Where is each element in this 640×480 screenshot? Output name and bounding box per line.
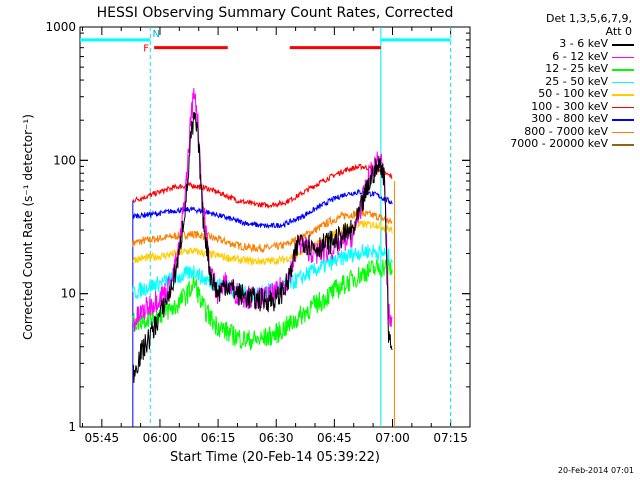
legend-item-label: 800 - 7000 keV [524, 124, 608, 138]
chart-title: HESSI Observing Summary Count Rates, Cor… [97, 5, 454, 21]
y-axis-label: Corrected Count Rate (s⁻¹ detector⁻¹) [21, 114, 35, 340]
flare-flag-label: F [143, 44, 149, 55]
x-tick-label: 06:15 [201, 431, 236, 445]
footer-timestamp: 20-Feb-2014 07:01 [557, 466, 634, 475]
legend-swatch [612, 131, 634, 133]
legend-item: 25 - 50 keV [478, 74, 638, 89]
legend-swatch [612, 106, 634, 108]
legend-item: 12 - 25 keV [478, 62, 638, 76]
x-tick-label: 06:30 [259, 431, 294, 445]
series-line-12-25-kev [132, 259, 393, 351]
x-axis-label: Start Time (20-Feb-14 05:39:22) [170, 450, 380, 465]
night-flag-label: N [153, 29, 160, 40]
y-tick-label: 1 [68, 420, 76, 434]
legend-swatch [612, 56, 634, 58]
legend: Det 1,3,5,6,7,9, Att 0 3 - 6 keV 6 - 12 k… [478, 12, 638, 151]
x-tick-label: 07:00 [375, 431, 410, 445]
x-tick-label: 06:00 [143, 431, 178, 445]
legend-item: 100 - 300 keV [478, 99, 638, 114]
x-tick-label: 05:45 [85, 431, 120, 445]
legend-item: 3 - 6 keV [478, 37, 638, 51]
legend-header-line-2: Att 0 [605, 25, 632, 38]
legend-item: 6 - 12 keV [478, 49, 638, 64]
y-tick-label: 100 [53, 153, 76, 167]
series-line-100-300-kev [132, 163, 393, 209]
legend-swatch [612, 119, 634, 121]
legend-item: 800 - 7000 keV [478, 124, 638, 139]
legend-item-label: 7000 - 20000 keV [510, 137, 608, 150]
legend-item-label: 6 - 12 keV [552, 49, 608, 63]
legend-swatch [612, 69, 634, 71]
legend-header-line-1: Det 1,3,5,6,7,9, [545, 12, 632, 25]
x-tick-label: 06:45 [317, 431, 352, 445]
x-tick-label: 07:15 [433, 431, 468, 445]
y-tick-label: 10 [61, 287, 76, 301]
legend-item-label: 25 - 50 keV [545, 74, 608, 88]
legend-item-label: 300 - 800 keV [531, 112, 608, 125]
legend-swatch [612, 44, 634, 46]
plot-frame [79, 26, 471, 428]
legend-swatch [612, 81, 634, 83]
legend-item-label: 3 - 6 keV [559, 37, 608, 50]
series-line-300-800-kev [132, 188, 393, 230]
legend-item: 300 - 800 keV [478, 112, 638, 126]
legend-item-label: 50 - 100 keV [538, 87, 608, 100]
legend-swatch [612, 94, 634, 96]
legend-item: 7000 - 20000 keV [478, 137, 638, 151]
y-tick-label: 1000 [45, 20, 76, 34]
legend-swatch [612, 144, 634, 146]
legend-item-label: 12 - 25 keV [545, 62, 608, 75]
series-line-3-6-kev [132, 111, 393, 383]
legend-item: 50 - 100 keV [478, 87, 638, 101]
legend-item-label: 100 - 300 keV [531, 99, 608, 113]
series-line-800-7000-kev [132, 209, 393, 254]
